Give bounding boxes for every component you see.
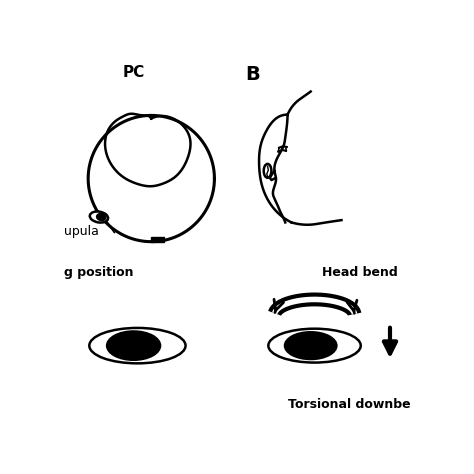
Bar xyxy=(151,237,164,242)
Text: g position: g position xyxy=(64,266,134,279)
Ellipse shape xyxy=(106,330,161,361)
Ellipse shape xyxy=(284,331,337,360)
Ellipse shape xyxy=(96,213,107,221)
Text: PC: PC xyxy=(122,64,145,80)
Text: Torsional downbe: Torsional downbe xyxy=(288,398,410,411)
Ellipse shape xyxy=(90,211,108,223)
Text: B: B xyxy=(245,64,260,83)
Text: upula: upula xyxy=(64,225,99,238)
Text: Head bend: Head bend xyxy=(322,266,398,279)
